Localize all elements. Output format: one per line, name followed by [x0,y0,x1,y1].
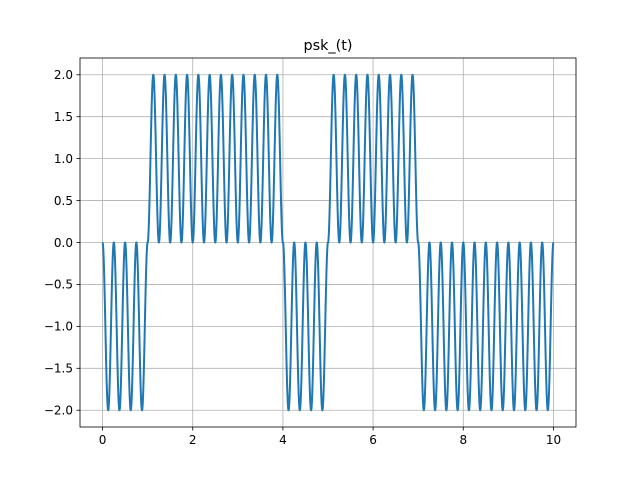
y-tick-label: 2.0 [54,68,73,82]
y-tick-label: 0.5 [54,194,73,208]
x-tick-label: 10 [546,433,561,447]
x-axis: 0 2 4 6 8 10 [99,427,561,447]
x-tick-label: 8 [459,433,467,447]
y-tick-label: 1.5 [54,110,73,124]
y-tick-label: −1.5 [44,362,73,376]
y-tick-label: 0.0 [54,236,73,250]
y-tick-label: −2.0 [44,404,73,418]
y-tick-label: −1.0 [44,320,73,334]
y-tick-label: −0.5 [44,278,73,292]
y-tick-label: 1.0 [54,152,73,166]
x-tick-label: 4 [279,433,287,447]
signal-line [101,73,555,412]
chart-title: psk_(t) [303,38,352,54]
x-tick-label: 2 [189,433,197,447]
x-tick-label: 0 [99,433,107,447]
y-axis: 2.0 1.5 1.0 0.5 0.0 −0.5 −1.0 −1.5 −2.0 [44,68,80,418]
x-tick-label: 6 [369,433,377,447]
